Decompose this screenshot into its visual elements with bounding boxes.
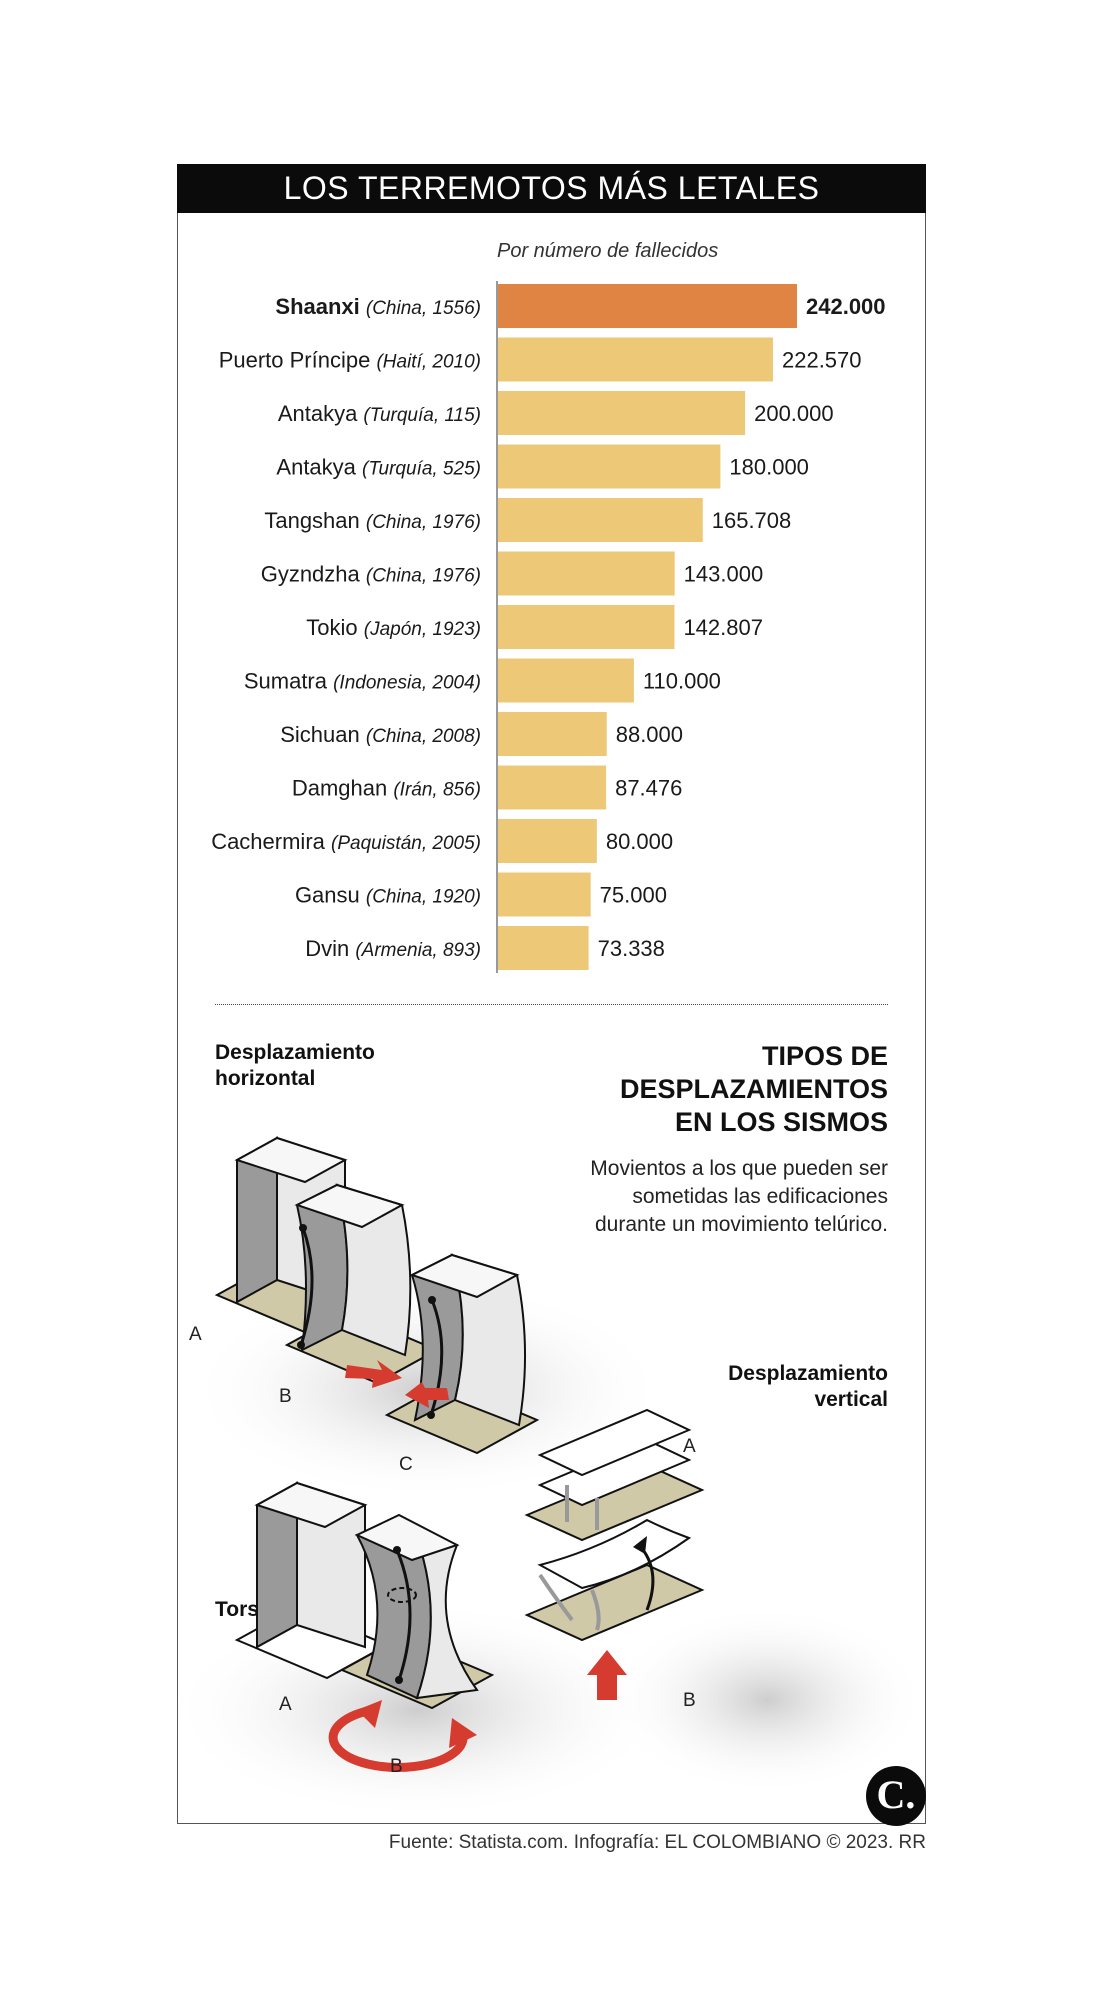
label-b: B [279, 1386, 292, 1407]
page-title: LOS TERREMOTOS MÁS LETALES [177, 164, 926, 213]
building-vertical-a [524, 1408, 705, 1542]
category-label: Tokio (Japón, 1923) [306, 615, 481, 640]
bar [498, 444, 721, 489]
category-label: Damghan (Irán, 856) [292, 776, 481, 801]
arrow-left-icon [405, 1382, 449, 1408]
category-label: Dvin (Armenia, 893) [305, 936, 481, 961]
vertical-heading-line: Desplazamiento [728, 1362, 888, 1385]
horizontal-heading-line: horizontal [215, 1067, 316, 1090]
category-label: Sumatra (Indonesia, 2004) [244, 669, 481, 694]
value-label: 165.708 [712, 508, 792, 533]
types-title: TIPOS DE DESPLAZAMIENTOS EN LOS SISMOS [568, 1040, 888, 1139]
rotate-arrow-icon [328, 1705, 468, 1772]
bar [498, 872, 591, 917]
value-label: 142.807 [683, 615, 763, 640]
bar [498, 498, 703, 542]
types-title-line: EN LOS SISMOS [674, 1107, 888, 1137]
value-label: 88.000 [616, 722, 683, 747]
types-title-line: DESPLAZAMIENTOS [619, 1074, 888, 1104]
bars-layer: 242.000 Shaanxi (China, 1556) 222.570 Puert… [211, 281, 886, 973]
rotate-arrowhead-icon [357, 1700, 382, 1728]
bar [498, 284, 797, 328]
label-b: B [683, 1690, 696, 1711]
building-horizontal-c [384, 1253, 540, 1455]
label-a: A [279, 1694, 292, 1715]
category-label: Antakya (Turquía, 525) [276, 455, 481, 480]
value-label: 143.000 [684, 562, 764, 587]
category-label: Antakya (Turquía, 115) [278, 401, 481, 426]
arrow-up-icon [587, 1650, 627, 1700]
chart-subtitle: Por número de fallecidos [497, 240, 719, 262]
arrow-right-icon [345, 1360, 402, 1388]
types-title-line: TIPOS DE [761, 1041, 888, 1071]
horizontal-heading: Desplazamiento horizontal [215, 1040, 375, 1092]
value-label: 200.000 [754, 401, 834, 426]
bar [498, 605, 675, 649]
section-divider [215, 1004, 888, 1005]
category-label: Cachermira (Paquistán, 2005) [211, 829, 481, 854]
vertical-heading-line: vertical [814, 1388, 888, 1411]
bar [498, 337, 773, 382]
bar [498, 926, 589, 970]
value-label: 80.000 [606, 829, 673, 854]
building-torsion-b [339, 1513, 495, 1710]
value-label: 110.000 [643, 669, 721, 694]
bar [498, 391, 746, 435]
value-label: 180.000 [729, 455, 809, 480]
types-description: Movientos a los que pueden ser sometidas… [590, 1157, 888, 1236]
vertical-heading: Desplazamiento vertical [728, 1361, 888, 1413]
value-label: 75.000 [600, 883, 667, 908]
bar-chart: 242.000 Shaanxi (China, 1556) 222.570 Puert… [211, 281, 886, 973]
floor-shadow [607, 1605, 926, 1795]
value-label: 242.000 [806, 294, 886, 319]
label-a: A [683, 1436, 696, 1457]
source-credit: Fuente: Statista.com. Infografía: EL COL… [388, 1832, 926, 1853]
building-torsion-a [234, 1481, 390, 1680]
category-label: Gansu (China, 1920) [295, 883, 481, 908]
bar [498, 819, 597, 863]
label-b: B [390, 1756, 403, 1777]
label-a: A [189, 1324, 202, 1345]
building-vertical-b [524, 1518, 705, 1642]
logo: C. [866, 1766, 926, 1826]
category-label: Gyzndzha (China, 1976) [261, 562, 481, 587]
category-label: Shaanxi (China, 1556) [275, 294, 481, 319]
value-label: 73.338 [598, 936, 665, 961]
bar [498, 658, 634, 703]
illustration: A B C A B A B [177, 1136, 926, 1820]
building-horizontal-b [284, 1183, 440, 1385]
value-label: 222.570 [782, 348, 862, 373]
horizontal-heading-line: Desplazamiento [215, 1041, 375, 1064]
bar [498, 712, 607, 756]
value-label: 87.476 [615, 776, 682, 801]
rotate-arrowhead-icon [449, 1718, 477, 1748]
label-c: C [399, 1454, 413, 1475]
category-label: Tangshan (China, 1976) [264, 508, 481, 533]
bar [498, 765, 607, 810]
category-label: Sichuan (China, 2008) [280, 722, 481, 747]
bar [498, 551, 675, 596]
category-label: Puerto Príncipe (Haití, 2010) [219, 348, 481, 373]
